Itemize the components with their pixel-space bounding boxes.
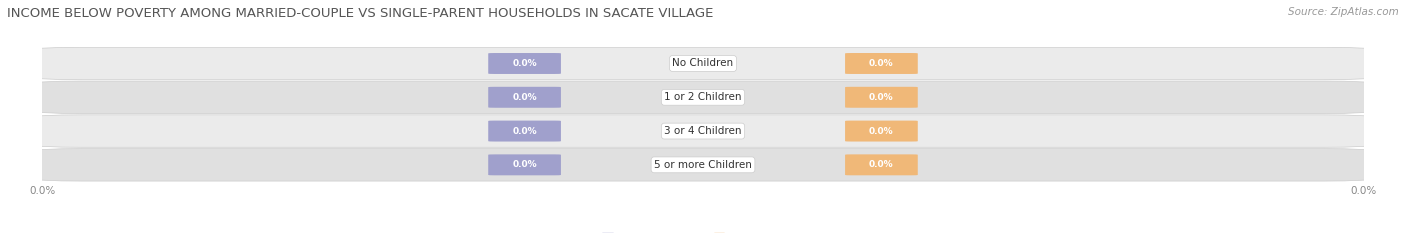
FancyBboxPatch shape xyxy=(488,121,561,141)
Text: 0.0%: 0.0% xyxy=(869,160,894,169)
FancyBboxPatch shape xyxy=(488,154,561,175)
Legend: Married Couples, Single Parents: Married Couples, Single Parents xyxy=(599,229,807,233)
Text: Source: ZipAtlas.com: Source: ZipAtlas.com xyxy=(1288,7,1399,17)
Text: No Children: No Children xyxy=(672,58,734,69)
Text: 0.0%: 0.0% xyxy=(869,93,894,102)
FancyBboxPatch shape xyxy=(845,154,918,175)
Text: 1 or 2 Children: 1 or 2 Children xyxy=(664,92,742,102)
FancyBboxPatch shape xyxy=(35,149,1371,181)
Text: 0.0%: 0.0% xyxy=(869,127,894,136)
FancyBboxPatch shape xyxy=(845,53,918,74)
Text: 0.0%: 0.0% xyxy=(869,59,894,68)
FancyBboxPatch shape xyxy=(488,87,561,108)
FancyBboxPatch shape xyxy=(35,81,1371,113)
Text: 0.0%: 0.0% xyxy=(512,59,537,68)
Text: 3 or 4 Children: 3 or 4 Children xyxy=(664,126,742,136)
Text: 0.0%: 0.0% xyxy=(512,127,537,136)
FancyBboxPatch shape xyxy=(845,121,918,141)
FancyBboxPatch shape xyxy=(35,115,1371,147)
FancyBboxPatch shape xyxy=(488,53,561,74)
Text: 0.0%: 0.0% xyxy=(512,93,537,102)
Text: 0.0%: 0.0% xyxy=(512,160,537,169)
FancyBboxPatch shape xyxy=(35,47,1371,80)
Text: 5 or more Children: 5 or more Children xyxy=(654,160,752,170)
FancyBboxPatch shape xyxy=(845,87,918,108)
Text: INCOME BELOW POVERTY AMONG MARRIED-COUPLE VS SINGLE-PARENT HOUSEHOLDS IN SACATE : INCOME BELOW POVERTY AMONG MARRIED-COUPL… xyxy=(7,7,713,20)
